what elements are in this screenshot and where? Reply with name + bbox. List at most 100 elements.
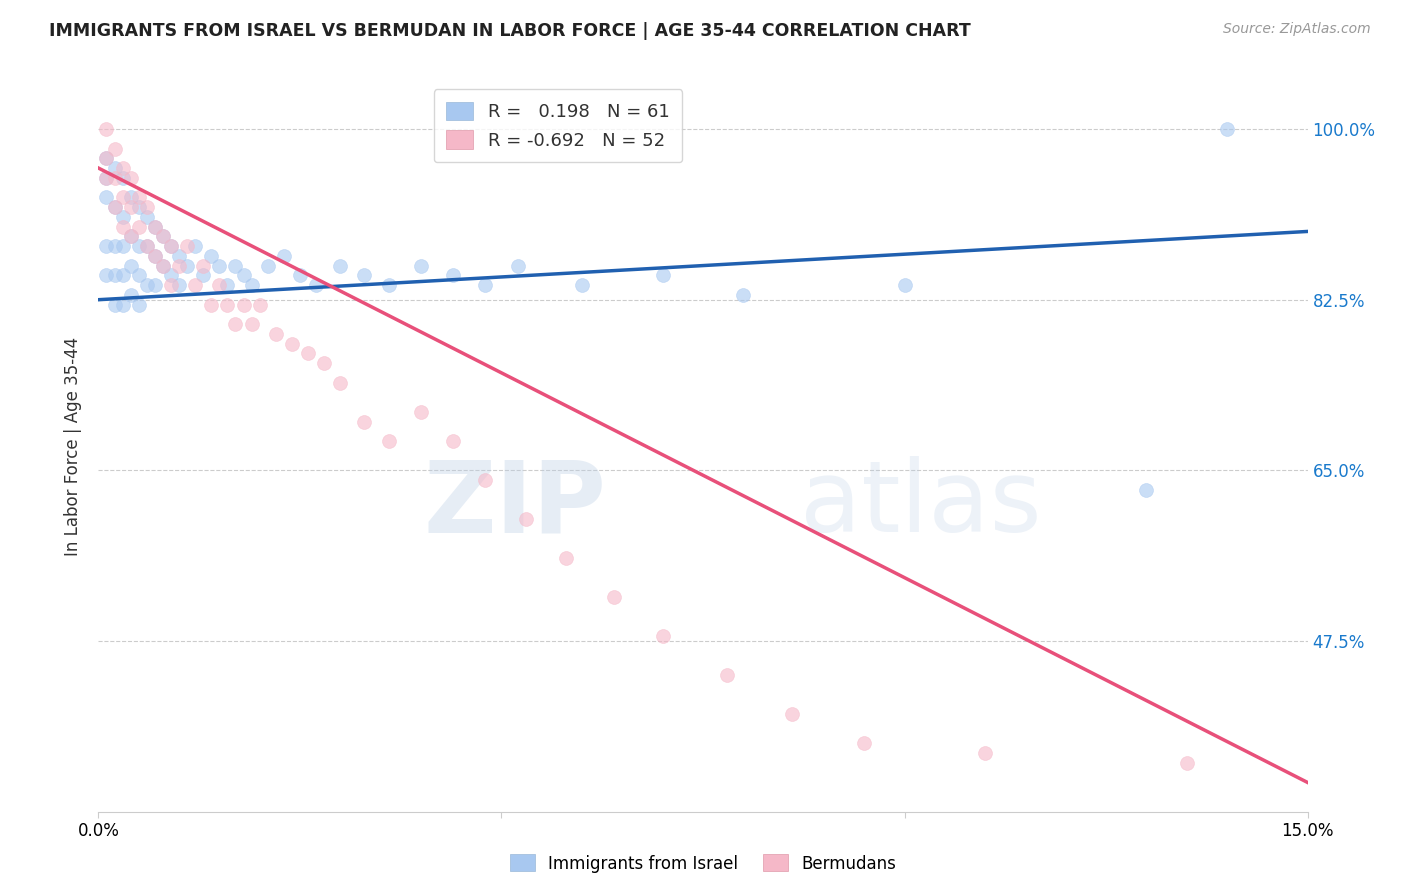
Point (103, 200, 125, 214)
Point (143, 249, 166, 263)
Point (506, 259, 529, 273)
Point (128, 190, 150, 204)
Point (200, 249, 222, 263)
Point (515, 512, 537, 526)
Point (474, 278, 496, 293)
Point (96, 151, 118, 165)
Point (135, 239, 157, 253)
Point (651, 629, 673, 643)
Point (160, 268, 183, 283)
Point (96, 170, 118, 185)
Point (208, 278, 231, 293)
Point (256, 259, 278, 273)
Point (143, 278, 166, 293)
Point (128, 239, 150, 253)
Point (103, 161, 125, 175)
Point (1175, 756, 1198, 770)
Point (167, 259, 190, 273)
Point (224, 259, 246, 273)
Text: Source: ZipAtlas.com: Source: ZipAtlas.com (1223, 22, 1371, 37)
Point (273, 249, 295, 263)
Point (974, 746, 997, 760)
Point (353, 415, 375, 429)
Point (474, 473, 496, 487)
Point (176, 239, 198, 253)
Point (224, 317, 246, 331)
Point (441, 268, 464, 283)
Point (135, 278, 157, 293)
Point (184, 239, 207, 253)
Point (135, 200, 157, 214)
Text: atlas: atlas (800, 456, 1042, 553)
Point (167, 278, 190, 293)
Point (120, 190, 142, 204)
Point (120, 288, 142, 302)
Point (160, 239, 183, 253)
Point (103, 268, 125, 283)
Legend: Immigrants from Israel, Bermudans: Immigrants from Israel, Bermudans (503, 847, 903, 880)
Point (377, 278, 399, 293)
Point (103, 297, 125, 311)
Point (176, 259, 198, 273)
Point (240, 278, 263, 293)
Point (377, 434, 399, 449)
Point (1135, 483, 1157, 497)
Point (193, 259, 215, 273)
Point (555, 551, 578, 566)
Point (128, 297, 150, 311)
Point (571, 278, 593, 293)
Point (305, 278, 328, 293)
Point (208, 259, 231, 273)
Point (135, 239, 157, 253)
Point (249, 297, 271, 311)
Point (103, 200, 125, 214)
Point (143, 219, 166, 234)
Point (160, 239, 183, 253)
Point (111, 161, 134, 175)
Legend: R =   0.198   N = 61, R = -0.692   N = 52: R = 0.198 N = 61, R = -0.692 N = 52 (433, 89, 682, 162)
Point (651, 268, 673, 283)
Point (120, 200, 142, 214)
Point (152, 259, 174, 273)
Point (893, 278, 915, 293)
Point (96, 190, 118, 204)
Text: IMMIGRANTS FROM ISRAEL VS BERMUDAN IN LABOR FORCE | AGE 35-44 CORRELATION CHART: IMMIGRANTS FROM ISRAEL VS BERMUDAN IN LA… (49, 22, 972, 40)
Point (128, 200, 150, 214)
Point (329, 376, 352, 390)
Point (217, 297, 239, 311)
Text: ZIP: ZIP (423, 456, 606, 553)
Point (780, 707, 803, 722)
Point (120, 229, 142, 244)
Point (111, 239, 134, 253)
Point (111, 268, 134, 283)
Point (232, 268, 254, 283)
Point (716, 668, 738, 682)
Point (232, 297, 254, 311)
Point (152, 229, 174, 244)
Point (184, 278, 207, 293)
Point (103, 142, 125, 156)
Point (152, 259, 174, 273)
Point (111, 219, 134, 234)
Point (200, 297, 222, 311)
Point (264, 326, 287, 341)
Point (441, 434, 464, 449)
Point (167, 249, 190, 263)
Point (152, 229, 174, 244)
Point (120, 259, 142, 273)
Point (217, 278, 239, 293)
Point (160, 278, 183, 293)
Point (193, 268, 215, 283)
Point (96, 151, 118, 165)
Point (143, 249, 166, 263)
Point (281, 336, 304, 351)
Point (120, 170, 142, 185)
Point (353, 268, 375, 283)
Point (111, 190, 134, 204)
Point (120, 229, 142, 244)
Point (128, 219, 150, 234)
Point (96, 268, 118, 283)
Point (409, 259, 432, 273)
Point (329, 259, 352, 273)
Point (603, 590, 626, 604)
